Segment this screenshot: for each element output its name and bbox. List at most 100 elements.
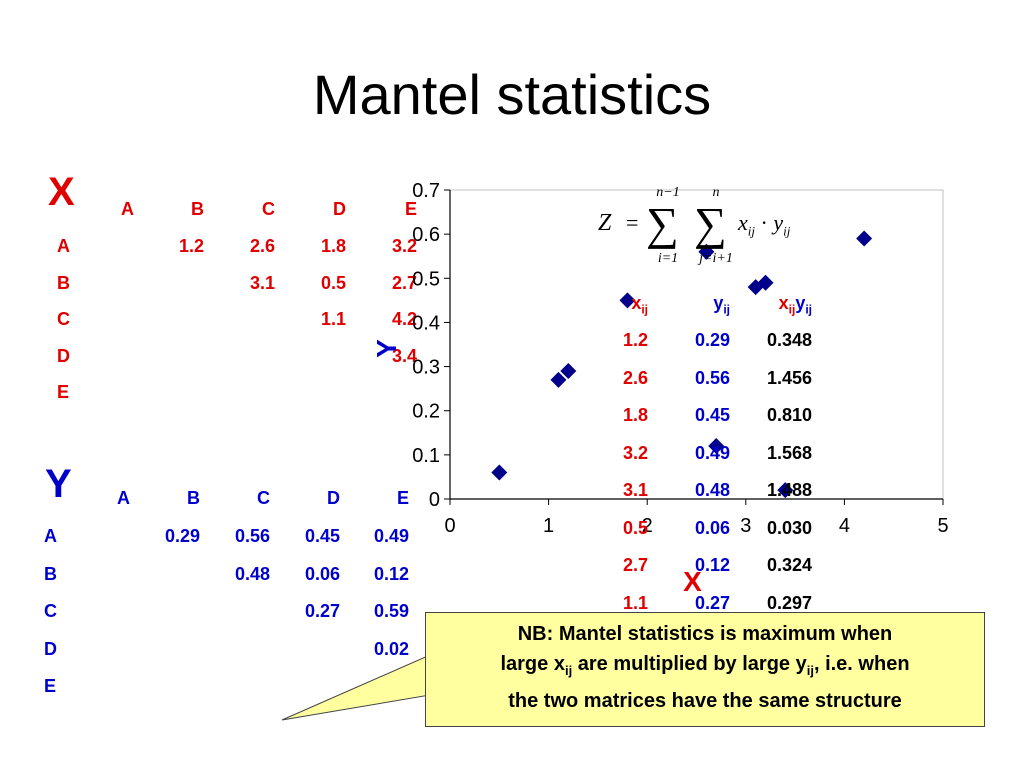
data-point bbox=[619, 292, 636, 309]
matrix_x-col-header: C bbox=[262, 199, 275, 219]
products-cell-x: 0.5 bbox=[622, 517, 648, 538]
matrix_x-cell: 0.5 bbox=[320, 272, 346, 293]
data-point bbox=[550, 371, 567, 388]
products-cell-x: 1.2 bbox=[622, 330, 648, 350]
header-y: yij bbox=[713, 293, 730, 317]
matrix_y-cell: 0.48 bbox=[234, 563, 270, 584]
matrix_x-col-header: E bbox=[404, 199, 417, 219]
header-xy: xijyij bbox=[778, 293, 812, 317]
products-cell-x: 1.8 bbox=[622, 405, 648, 425]
products-cell-xy: 1.568 bbox=[766, 442, 812, 463]
products-cell-y: 0.48 bbox=[694, 480, 730, 500]
matrix_y-col-header: D bbox=[327, 488, 340, 508]
sum2-upper: n bbox=[712, 185, 720, 200]
matrix_y-row-label: C bbox=[44, 601, 57, 621]
matrix_y-col-header: B bbox=[187, 488, 200, 508]
products-cell-xy: 1.456 bbox=[766, 367, 812, 388]
y-tick-label: 0.6 bbox=[412, 224, 440, 246]
matrix_x-cell: 3.1 bbox=[249, 272, 275, 293]
matrix_x-row-label: D bbox=[57, 345, 70, 366]
matrix_y-col-header: C bbox=[257, 488, 270, 508]
matrix_y-col-header: A bbox=[117, 488, 130, 508]
data-point bbox=[560, 362, 577, 379]
data-point bbox=[777, 482, 794, 499]
matrix_x-col-header: D bbox=[333, 199, 346, 219]
matrix_x-cell: 1.2 bbox=[178, 236, 204, 256]
products-cell-y: 0.45 bbox=[694, 405, 730, 425]
note-line-2: large xij are multiplied by large yij, i… bbox=[500, 653, 910, 678]
matrix_x-cell: 4.2 bbox=[391, 309, 417, 329]
matrix_x-cell: 1.1 bbox=[320, 309, 346, 329]
products-cell-xy: 0.030 bbox=[766, 517, 812, 538]
x-axis-label: X bbox=[683, 566, 702, 597]
matrix_x-cell: 3.4 bbox=[391, 345, 417, 366]
matrix_y-cell: 0.45 bbox=[304, 526, 340, 546]
matrix_x-row-label: A bbox=[57, 236, 70, 256]
x-tick-label: 3 bbox=[740, 515, 751, 537]
x-tick-label: 1 bbox=[543, 515, 554, 537]
mantel-formula: Z = n−1 ∑ i=1 n ∑ j=i+1 xij · yij bbox=[596, 185, 826, 275]
page-title: Mantel statistics bbox=[312, 63, 712, 126]
matrix_x-row-label: C bbox=[57, 309, 70, 329]
scatter-chart: 0 0.1 0.2 0.3 0.4 0.5 0.6 0.7 0 1 2 3 4 5 X Y bbox=[371, 180, 949, 597]
matrix_x-cell: 2.7 bbox=[391, 272, 417, 293]
matrix_x-cell: 3.2 bbox=[391, 236, 417, 256]
data-point bbox=[698, 243, 715, 260]
formula-term: xij · yij bbox=[738, 210, 791, 239]
note-line-3: the two matrices have the same structure bbox=[508, 690, 902, 712]
y-tick-label: 0.3 bbox=[412, 357, 440, 379]
matrix_y-cell: 0.49 bbox=[373, 526, 409, 546]
y-tick-label: 0.2 bbox=[412, 401, 440, 423]
y-axis-label: Y bbox=[371, 339, 402, 358]
products-cell-y: 0.27 bbox=[694, 592, 730, 613]
products-cell-xy: 1.488 bbox=[766, 480, 812, 500]
matrix_y-row-label: B bbox=[44, 563, 57, 584]
sum2-symbol: ∑ bbox=[694, 198, 727, 249]
products-cell-y: 0.56 bbox=[694, 367, 730, 388]
y-tick-label: 0.5 bbox=[412, 268, 440, 290]
matrix_y-cell: 0.27 bbox=[304, 601, 340, 621]
matrix_x-cell: 1.8 bbox=[320, 236, 346, 256]
x-tick-label: 4 bbox=[839, 515, 850, 537]
sum1-upper: n−1 bbox=[656, 185, 680, 200]
matrix_y-col-header: E bbox=[396, 488, 409, 508]
data-point bbox=[856, 230, 873, 247]
matrix_y-cell: 0.59 bbox=[373, 601, 409, 621]
formula-lhs: Z bbox=[598, 210, 612, 236]
matrix_y-row-label: E bbox=[44, 676, 57, 696]
sum1-symbol: ∑ bbox=[646, 198, 679, 249]
matrix_x-row-label: B bbox=[57, 272, 70, 293]
products-cell-y: 0.49 bbox=[694, 442, 730, 463]
data-point bbox=[491, 464, 508, 481]
products-cell-y: 0.06 bbox=[694, 517, 730, 538]
y-tick-label: 0.7 bbox=[412, 180, 440, 202]
formula-equals: = bbox=[626, 210, 639, 235]
products-cell-x: 1.1 bbox=[622, 592, 648, 613]
matrix_y-cell: 0.12 bbox=[373, 563, 409, 584]
products-cell-xy: 0.810 bbox=[766, 405, 812, 425]
matrix-x-label: X bbox=[48, 170, 75, 214]
matrix_x-col-header: B bbox=[191, 199, 204, 219]
data-point bbox=[708, 438, 725, 455]
products-cell-x: 3.2 bbox=[622, 442, 648, 463]
matrix_x-col-header: A bbox=[121, 199, 134, 219]
matrix_x-cell: 2.6 bbox=[249, 236, 275, 256]
note-line-1: NB: Mantel statistics is maximum when bbox=[517, 623, 893, 645]
products-cell-x: 2.6 bbox=[622, 367, 648, 388]
matrix_y-row-label: D bbox=[44, 638, 57, 659]
sum2-lower: j=i+1 bbox=[699, 251, 733, 266]
sum1-lower: i=1 bbox=[657, 251, 679, 266]
matrix_y-cell: 0.06 bbox=[304, 563, 340, 584]
matrix_y-cell: 0.56 bbox=[234, 526, 270, 546]
header-x: xij bbox=[631, 293, 648, 317]
products-cell-xy: 0.324 bbox=[766, 555, 812, 575]
x-tick-label: 5 bbox=[937, 515, 948, 537]
y-tick-label: 0 bbox=[429, 489, 440, 511]
products-cell-xy: 0.297 bbox=[766, 592, 812, 613]
y-tick-label: 0.4 bbox=[412, 312, 440, 334]
matrix_y-cell: 0.02 bbox=[373, 638, 409, 659]
products-cell-xy: 0.348 bbox=[766, 330, 812, 350]
matrix_x-row-label: E bbox=[57, 382, 70, 402]
x-tick-label: 0 bbox=[444, 515, 455, 537]
products-cell-x: 3.1 bbox=[622, 480, 648, 500]
